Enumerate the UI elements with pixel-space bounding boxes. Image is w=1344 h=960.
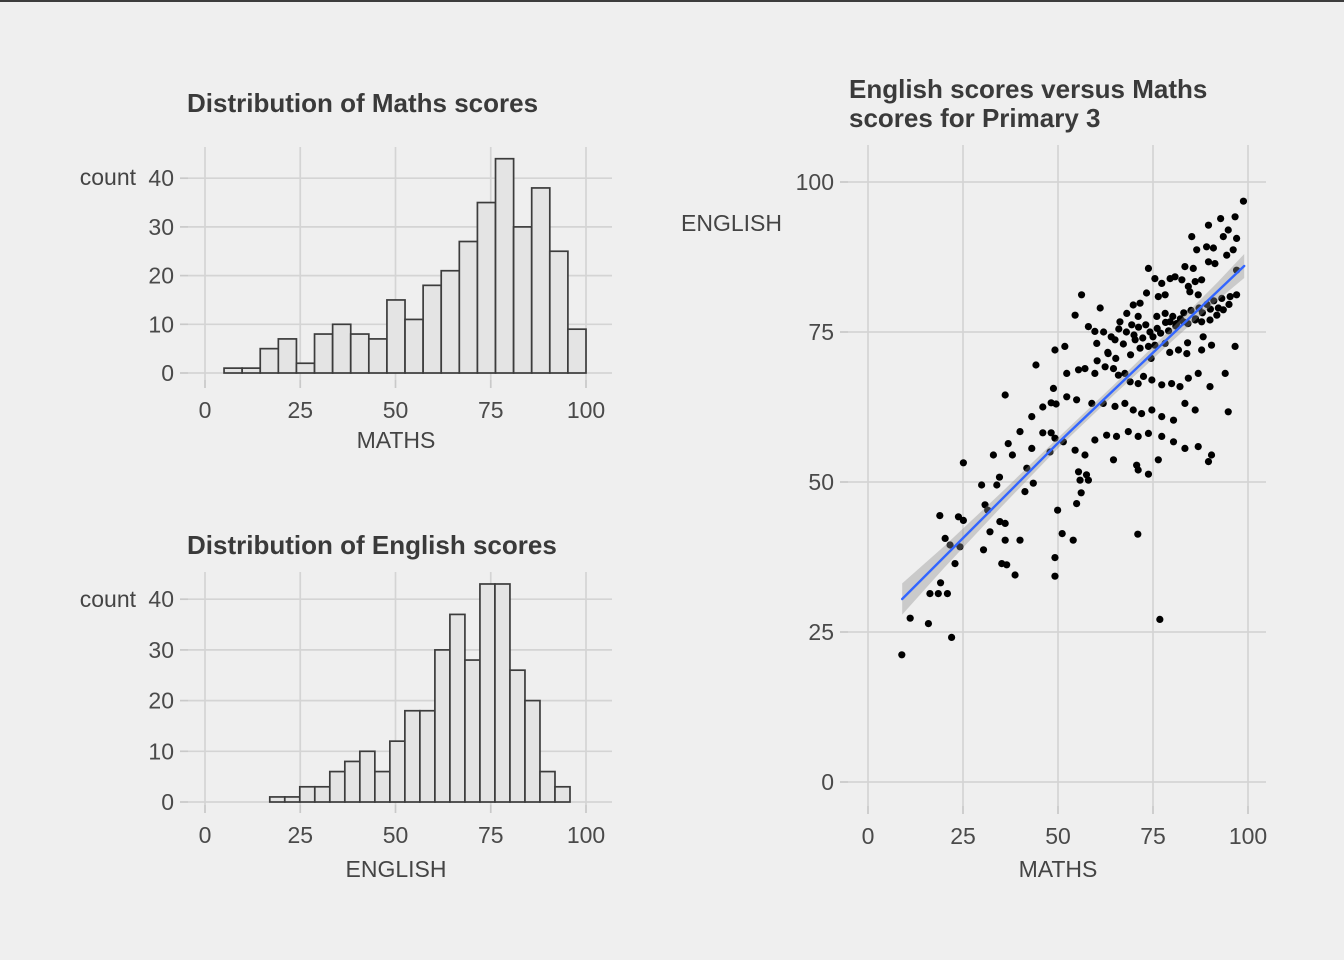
english-histogram-bars (268, 583, 571, 803)
scatter-plot-title-line-2: scores for Primary 3 (849, 103, 1101, 133)
regression-line (901, 264, 1246, 601)
histogram-bar (223, 367, 243, 374)
histogram-bar (277, 338, 298, 374)
histogram-bar (512, 226, 533, 374)
maths-histogram-y-axis-title: count (79, 164, 136, 190)
x-tick-label: 0 (199, 397, 212, 423)
histogram-bar (404, 318, 424, 374)
histogram-bar (494, 583, 511, 803)
histogram-bar (328, 770, 346, 803)
y-tick-label: 10 (148, 738, 174, 764)
x-tick-label: 75 (478, 397, 504, 423)
x-tick-label: 25 (950, 823, 976, 849)
histogram-bar (422, 284, 443, 374)
histogram-bar (331, 323, 352, 374)
y-tick-label: 0 (821, 769, 834, 795)
maths-histogram-title: Distribution of Maths scores (187, 88, 539, 118)
scatter-plot-y-axis-title: ENGLISH (681, 210, 782, 236)
x-tick-label: 75 (1140, 823, 1166, 849)
histogram-bar (509, 669, 526, 803)
histogram-bar (298, 785, 316, 803)
x-tick-label: 50 (1045, 823, 1071, 849)
histogram-bar (373, 770, 391, 803)
histogram-bar (259, 347, 280, 374)
histogram-bar (241, 367, 262, 374)
y-tick-label: 40 (148, 586, 174, 612)
histogram-bar (343, 760, 361, 803)
histogram-bar (449, 613, 466, 803)
histogram-bar (358, 750, 376, 803)
histogram-bar (268, 796, 286, 803)
english-histogram-axis-ticks: 0 25 50 75 100 0 10 20 30 40 (148, 586, 605, 848)
y-tick-label: 10 (148, 311, 174, 337)
scatter-plot: 0 25 50 75 100 0 25 50 75 100 (796, 145, 1268, 849)
histogram-bar (386, 299, 406, 374)
y-tick-label: 25 (808, 619, 834, 645)
histogram-bar (313, 785, 331, 803)
histogram-bar (404, 709, 421, 803)
x-tick-label: 100 (1229, 823, 1267, 849)
histogram-bar (419, 709, 436, 803)
maths-histogram-axis-ticks: 0 25 50 75 100 0 10 20 30 40 (148, 165, 605, 423)
scatter-plot-points (898, 197, 1248, 659)
histogram-bar (479, 583, 496, 803)
histogram-bar (530, 187, 551, 374)
y-tick-label: 40 (148, 165, 174, 191)
maths-histogram-bars (223, 157, 587, 374)
histogram-bar (283, 796, 301, 803)
english-histogram-title: Distribution of English scores (187, 530, 557, 560)
scatter-plot-x-axis-title: MATHS (1018, 856, 1098, 882)
histogram-bar (458, 240, 479, 374)
x-tick-label: 75 (478, 822, 504, 848)
histogram-bar (494, 157, 515, 374)
maths-histogram-x-axis-title: MATHS (356, 427, 436, 453)
y-tick-label: 0 (161, 360, 174, 386)
y-tick-label: 100 (796, 169, 834, 195)
histogram-bar (476, 201, 497, 374)
x-tick-label: 50 (383, 822, 409, 848)
y-tick-label: 50 (808, 469, 834, 495)
english-histogram-y-axis-title: count (79, 586, 136, 612)
histogram-bar (567, 328, 587, 374)
scatter-plot-axis-ticks: 0 25 50 75 100 0 25 50 75 100 (796, 169, 1268, 849)
histogram-bar (313, 333, 334, 374)
histogram-bar (295, 362, 316, 374)
histogram-bar (464, 659, 481, 803)
histogram-bar (539, 770, 556, 803)
y-tick-label: 20 (148, 263, 174, 289)
scatter-plot-gridlines (848, 145, 1266, 806)
y-tick-label: 30 (148, 214, 174, 240)
top-border-line (0, 0, 1344, 2)
x-tick-label: 50 (383, 397, 409, 423)
x-tick-label: 25 (287, 822, 313, 848)
y-tick-label: 30 (148, 637, 174, 663)
english-histogram-x-axis-title: ENGLISH (345, 856, 447, 882)
scatter-plot-title-line-1: English scores versus Maths (849, 74, 1208, 104)
x-tick-label: 100 (567, 822, 605, 848)
histogram-bar (524, 699, 541, 803)
y-tick-label: 75 (808, 319, 834, 345)
histogram-bar (349, 333, 370, 374)
histogram-bar (367, 338, 388, 374)
histogram-bar (389, 740, 406, 803)
confidence-band (902, 254, 1245, 615)
x-tick-label: 0 (862, 823, 875, 849)
y-tick-label: 20 (148, 688, 174, 714)
histogram-bar (548, 250, 569, 374)
histogram-bar (434, 649, 451, 803)
x-tick-label: 0 (199, 822, 212, 848)
maths-histogram: 0 25 50 75 100 0 10 20 30 40 (148, 147, 612, 423)
english-histogram: 0 25 50 75 100 0 10 20 30 40 (148, 572, 612, 848)
histogram-bar (440, 269, 461, 374)
x-tick-label: 100 (567, 397, 605, 423)
histogram-bar (554, 785, 571, 803)
x-tick-label: 25 (287, 397, 313, 423)
y-tick-label: 0 (161, 789, 174, 815)
